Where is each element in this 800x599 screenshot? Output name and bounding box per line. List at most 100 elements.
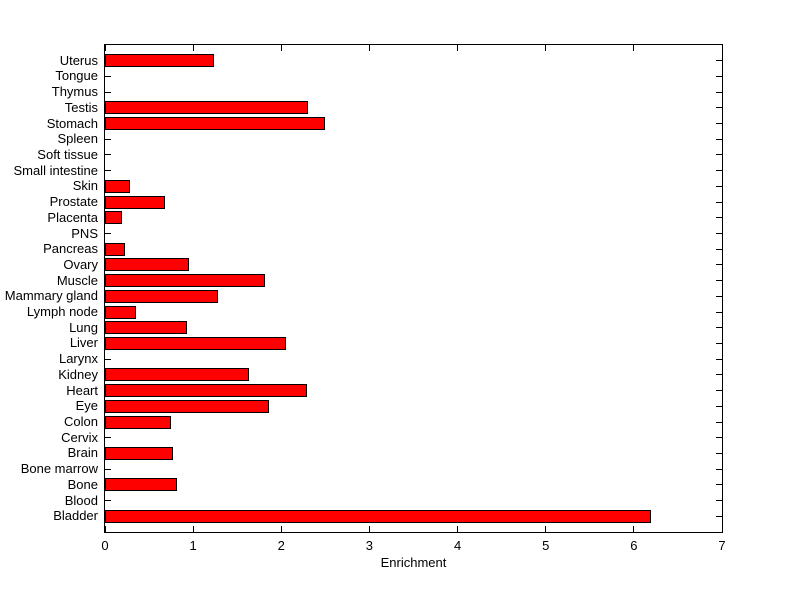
- y-tick-right: [716, 358, 722, 360]
- bar-mammary-gland: [105, 289, 218, 303]
- bar-muscle: [105, 274, 265, 288]
- bar-colon: [105, 415, 171, 429]
- y-tick-right: [716, 138, 722, 140]
- y-tick-label-pns: PNS: [71, 225, 98, 241]
- bar-stomach: [105, 117, 325, 131]
- y-tick-label-cervix: Cervix: [61, 429, 98, 445]
- y-tick-label-bladder: Bladder: [53, 508, 98, 524]
- y-tick-right: [716, 60, 722, 62]
- x-tick-label-6: 6: [630, 538, 638, 553]
- bar-brain: [105, 446, 173, 460]
- y-tick: [105, 500, 111, 502]
- x-tick-label-1: 1: [189, 538, 197, 553]
- y-tick-label-soft-tissue: Soft tissue: [37, 146, 98, 162]
- x-tick: [104, 526, 106, 532]
- y-tick: [105, 138, 111, 140]
- y-tick-label-testis: Testis: [64, 99, 98, 115]
- bar-testis: [105, 101, 308, 115]
- x-tick-top: [192, 45, 194, 51]
- y-tick-label-bone-marrow: Bone marrow: [20, 461, 98, 477]
- y-tick-right: [716, 437, 722, 439]
- bar-bladder: [105, 509, 651, 523]
- x-tick-label-3: 3: [365, 538, 374, 553]
- x-tick: [280, 526, 282, 532]
- y-tick-right: [716, 280, 722, 282]
- y-tick-right: [716, 500, 722, 502]
- y-tick-label-muscle: Muscle: [56, 272, 98, 288]
- y-tick-right: [716, 311, 722, 313]
- y-tick-label-brain: Brain: [67, 445, 98, 461]
- bar-bone: [105, 478, 177, 492]
- y-tick-right: [716, 201, 722, 203]
- x-tick-top: [457, 45, 459, 51]
- y-tick-label-tongue: Tongue: [55, 68, 98, 84]
- x-tick: [545, 526, 547, 532]
- y-tick-label-lymph-node: Lymph node: [26, 304, 98, 320]
- bar-lymph-node: [105, 305, 136, 319]
- y-tick-label-pancreas: Pancreas: [43, 241, 98, 257]
- y-tick-label-kidney: Kidney: [58, 366, 98, 382]
- x-tick-label-4: 4: [453, 538, 462, 553]
- bar-eye: [105, 399, 269, 413]
- x-tick-top: [721, 45, 723, 51]
- bar-heart: [105, 384, 307, 398]
- y-tick-label-blood: Blood: [64, 492, 98, 508]
- x-tick: [457, 526, 459, 532]
- y-tick-right: [716, 295, 722, 297]
- y-tick-right: [716, 91, 722, 93]
- y-tick-label-bone: Bone: [67, 476, 98, 492]
- y-tick-label-mammary-gland: Mammary gland: [4, 288, 98, 304]
- y-tick-right: [716, 374, 722, 376]
- x-tick-top: [633, 45, 635, 51]
- y-tick-right: [716, 421, 722, 423]
- y-tick: [105, 437, 111, 439]
- bar-lung: [105, 321, 187, 335]
- bar-pancreas: [105, 242, 125, 256]
- y-tick: [105, 358, 111, 360]
- x-axis-title: Enrichment: [380, 555, 447, 570]
- y-tick-label-placenta: Placenta: [47, 209, 98, 225]
- x-tick-top: [545, 45, 547, 51]
- y-tick-right: [716, 123, 722, 125]
- x-tick-label-2: 2: [277, 538, 285, 553]
- y-tick-right: [716, 452, 722, 454]
- x-tick-top: [104, 45, 106, 51]
- y-tick-right: [716, 107, 722, 109]
- y-tick-right: [716, 468, 722, 470]
- bar-kidney: [105, 368, 249, 382]
- y-tick-right: [716, 342, 722, 344]
- y-tick: [105, 91, 111, 93]
- x-tick: [192, 526, 194, 532]
- y-tick-right: [716, 248, 722, 250]
- y-tick-label-stomach: Stomach: [46, 115, 98, 131]
- y-tick-label-small-intestine: Small intestine: [13, 162, 98, 178]
- bar-skin: [105, 179, 130, 193]
- x-tick-label-7: 7: [718, 538, 726, 553]
- y-tick-label-prostate: Prostate: [49, 194, 98, 210]
- bar-prostate: [105, 195, 165, 209]
- y-tick-right: [716, 515, 722, 517]
- x-tick: [721, 526, 723, 532]
- bar-uterus: [105, 54, 214, 68]
- y-tick: [105, 75, 111, 77]
- y-tick-right: [716, 484, 722, 486]
- y-tick: [105, 233, 111, 235]
- y-tick-right: [716, 170, 722, 172]
- bar-ovary: [105, 258, 189, 272]
- y-tick-label-eye: Eye: [75, 398, 98, 414]
- bar-placenta: [105, 211, 122, 225]
- y-tick-right: [716, 154, 722, 156]
- x-tick-top: [368, 45, 370, 51]
- y-tick-right: [716, 185, 722, 187]
- y-tick-right: [716, 390, 722, 392]
- y-tick: [105, 154, 111, 156]
- plot-area: [104, 44, 723, 533]
- y-tick-right: [716, 217, 722, 219]
- y-tick-right: [716, 233, 722, 235]
- y-tick-label-larynx: Larynx: [58, 351, 98, 367]
- y-tick-label-lung: Lung: [69, 319, 98, 335]
- x-tick-label-0: 0: [101, 538, 109, 553]
- y-tick: [105, 170, 111, 172]
- x-tick-top: [280, 45, 282, 51]
